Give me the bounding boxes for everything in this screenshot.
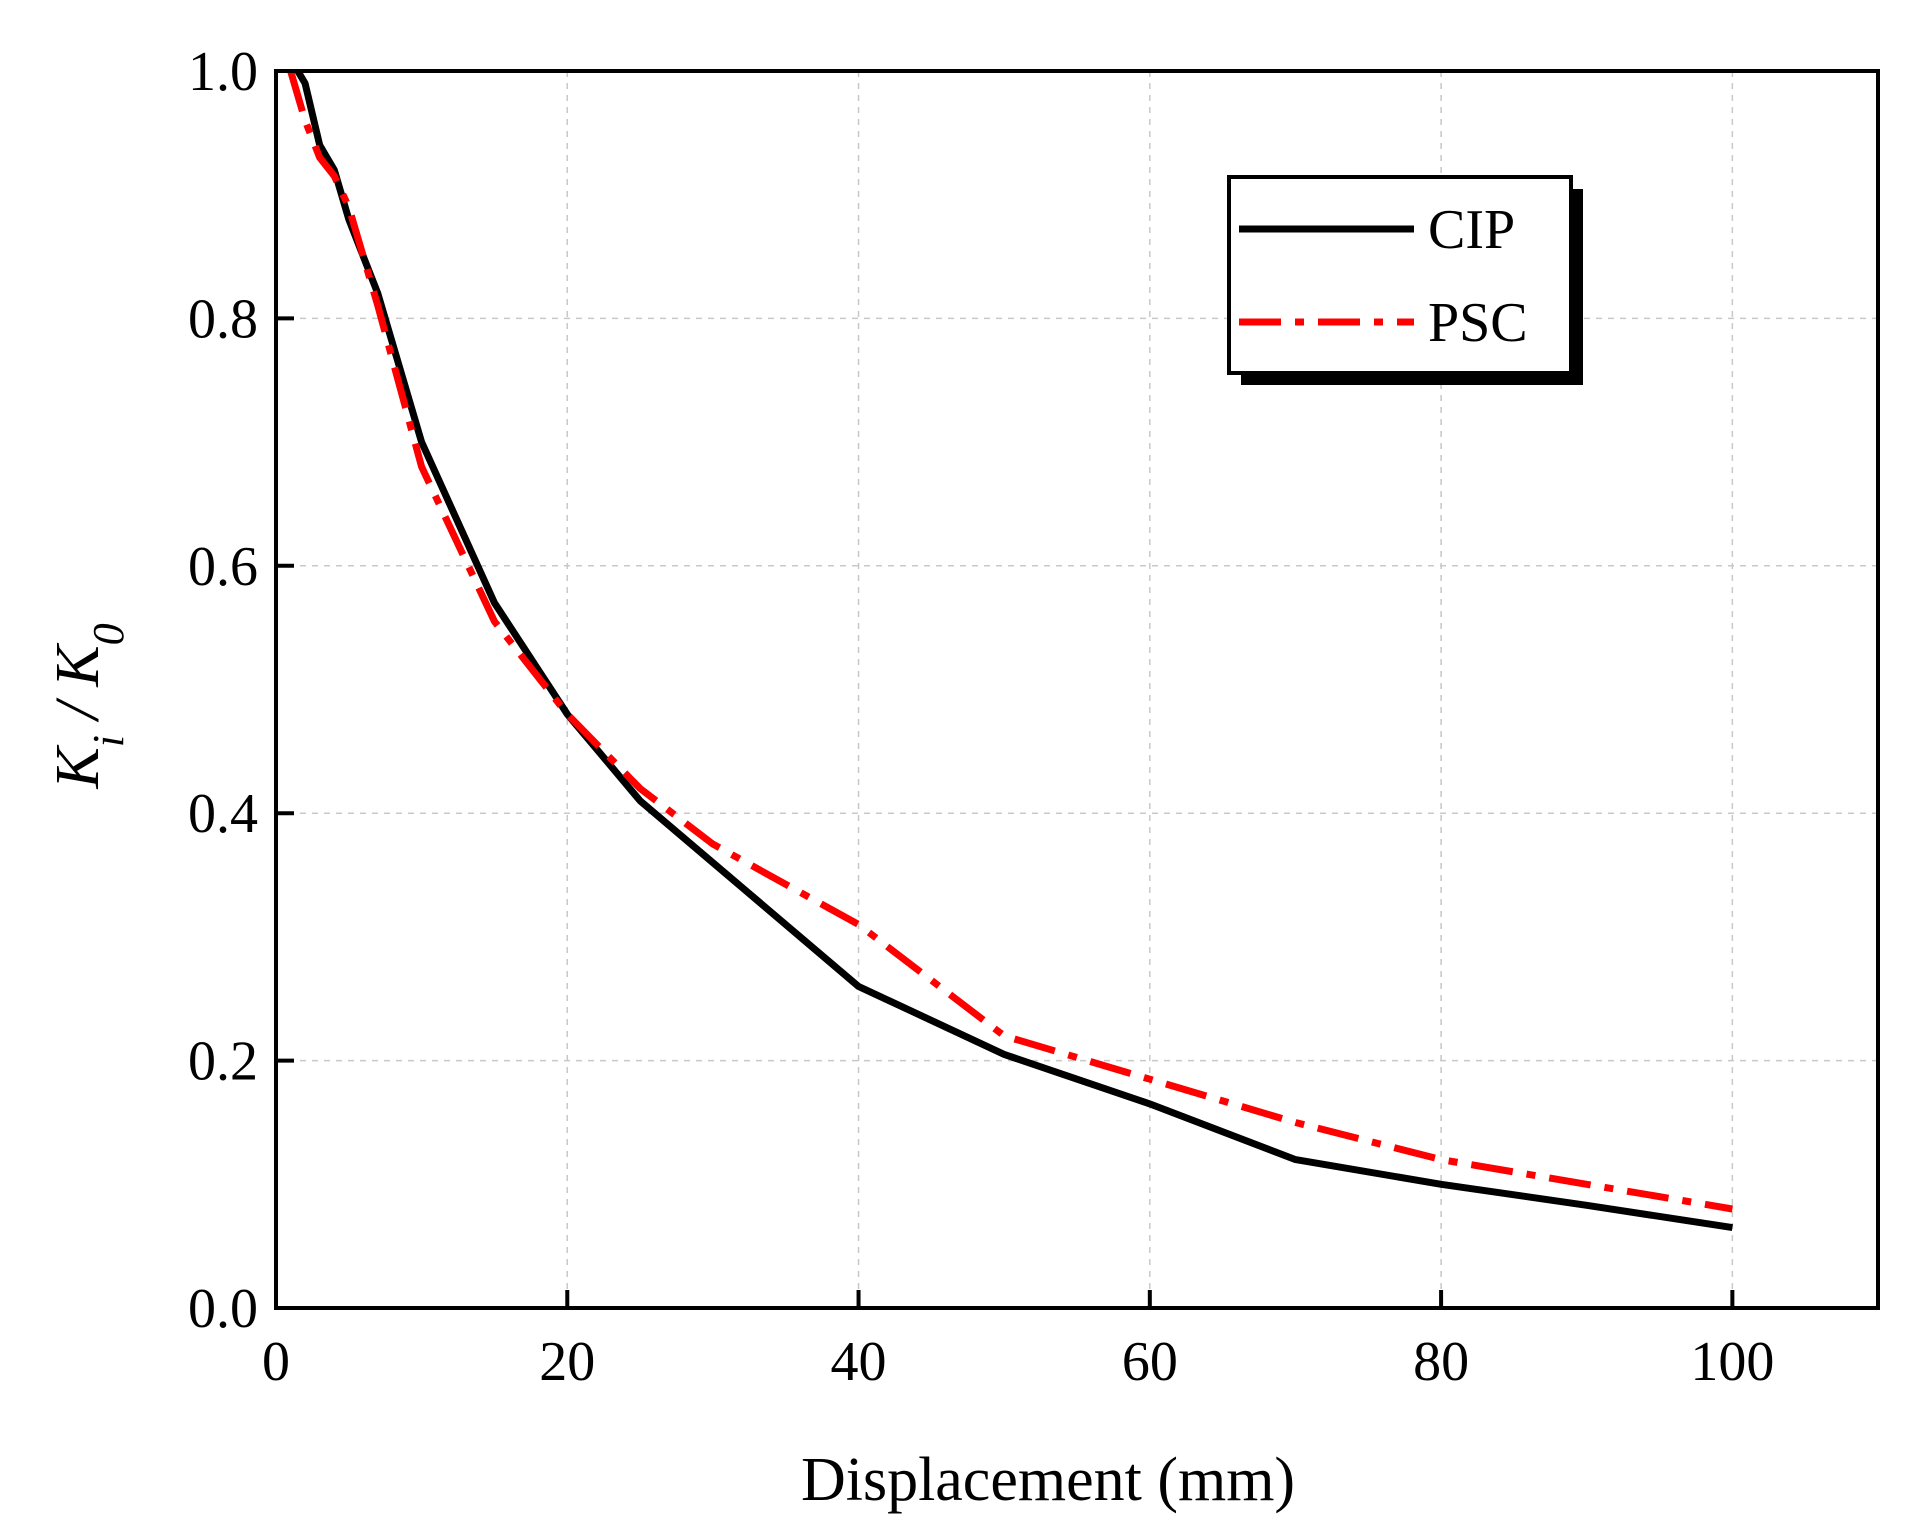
series-line-psc	[287, 70, 1733, 1213]
x-tick-label: 0	[262, 1331, 290, 1393]
x-axis-title: Displacement (mm)	[801, 1446, 1295, 1514]
legend: CIP PSC	[1227, 175, 1583, 385]
legend-label-cip: CIP	[1428, 199, 1515, 261]
y-tick-label: 1.0	[188, 41, 258, 103]
y-tick-label: 0.6	[188, 536, 258, 598]
axis-ticks	[274, 69, 1735, 1310]
x-tick-label: 80	[1413, 1331, 1469, 1393]
legend-label-psc: PSC	[1428, 292, 1528, 354]
y-tick-label: 0.4	[188, 783, 258, 845]
x-tick-label: 100	[1690, 1331, 1774, 1393]
y-tick-label: 0.2	[188, 1031, 258, 1093]
x-tick-label: 40	[831, 1331, 887, 1393]
x-tick-label: 60	[1122, 1331, 1178, 1393]
y-axis-title-sub-i: i	[84, 735, 133, 747]
y-tick-label: 0.0	[188, 1278, 258, 1340]
y-axis-title-slash-k: / K	[44, 642, 112, 735]
y-axis-title: Ki / K0	[44, 623, 133, 789]
series-layer	[287, 69, 1733, 1232]
x-tick-label: 20	[539, 1331, 595, 1393]
y-tick-label: 0.8	[188, 288, 258, 350]
legend-box	[1227, 175, 1573, 375]
series-line-cip	[294, 69, 1733, 1232]
y-axis-title-k: K	[44, 744, 112, 790]
y-axis-title-sub-0: 0	[84, 623, 133, 645]
plot-frame	[274, 69, 1880, 1310]
tick-labels: 0 20 40 60 80 100 0.0 0.2 0.4 0.6 0.8 1.0	[188, 41, 1774, 1393]
